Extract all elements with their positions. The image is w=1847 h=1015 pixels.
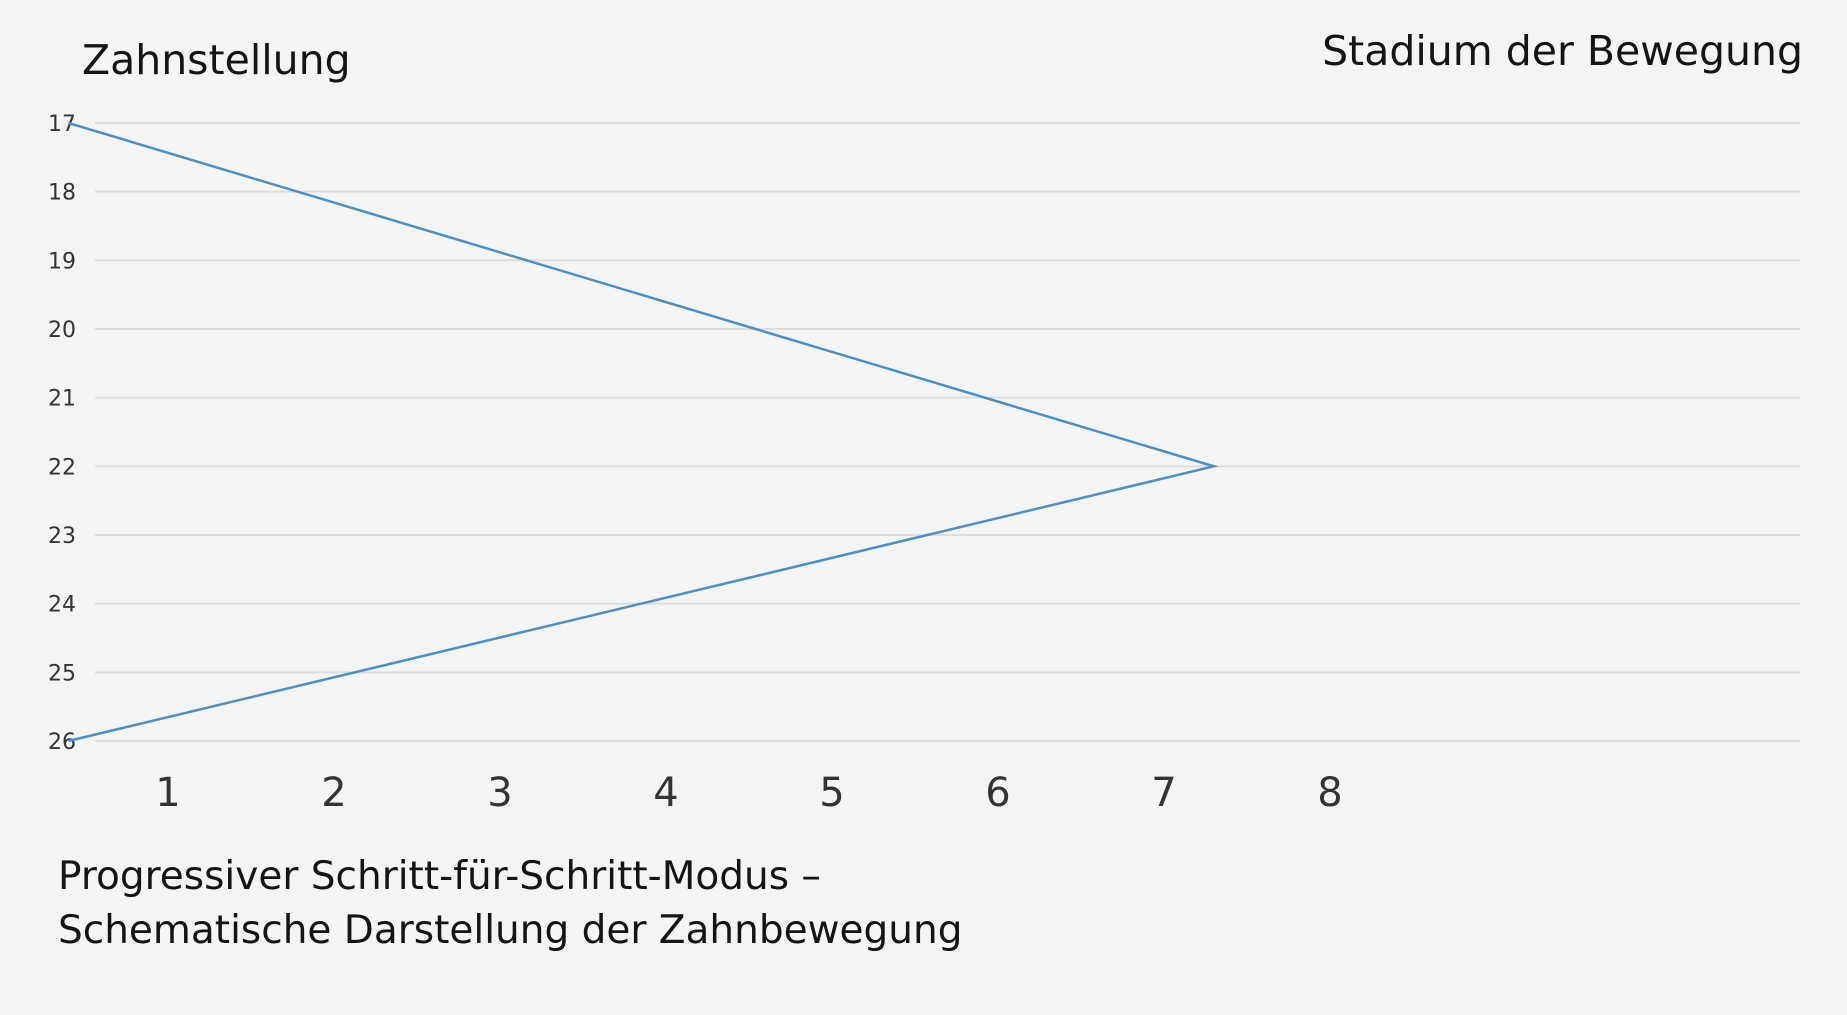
- x-tick-label: 8: [1317, 770, 1342, 816]
- y-tick-label: 20: [48, 318, 76, 343]
- gridlines: [95, 122, 1800, 742]
- caption-line-2: Schematische Darstellung der Zahnbewegun…: [58, 908, 963, 953]
- y-tick-label: 26: [48, 730, 76, 755]
- y-tick-label: 25: [48, 661, 76, 686]
- series-line-0: [68, 121, 1219, 743]
- series: [68, 121, 1219, 743]
- y-tick-label: 22: [48, 455, 76, 480]
- x-tick-label: 4: [653, 770, 678, 816]
- x-tick-label: 6: [985, 770, 1010, 816]
- y-tick-label: 19: [48, 249, 76, 274]
- y-tick-label: 18: [48, 181, 76, 206]
- x-axis-title: Stadium der Bewegung: [1322, 27, 1803, 75]
- x-tick-label: 3: [487, 770, 512, 816]
- y-axis-title: Zahnstellung: [82, 36, 351, 84]
- y-tick-label: 21: [48, 387, 76, 412]
- y-tick-label: 23: [48, 524, 76, 549]
- x-tick-label: 5: [819, 770, 844, 816]
- x-tick-label: 7: [1151, 770, 1176, 816]
- caption-line-1: Progressiver Schritt-für-Schritt-Modus –: [58, 854, 821, 899]
- x-tick-labels: 1 2 3 4 5 6 7 8: [155, 770, 1342, 816]
- x-tick-label: 1: [155, 770, 180, 816]
- y-tick-label: 24: [48, 593, 76, 618]
- x-tick-label: 2: [321, 770, 346, 816]
- chart-caption: Progressiver Schritt-für-Schritt-Modus –…: [58, 850, 962, 958]
